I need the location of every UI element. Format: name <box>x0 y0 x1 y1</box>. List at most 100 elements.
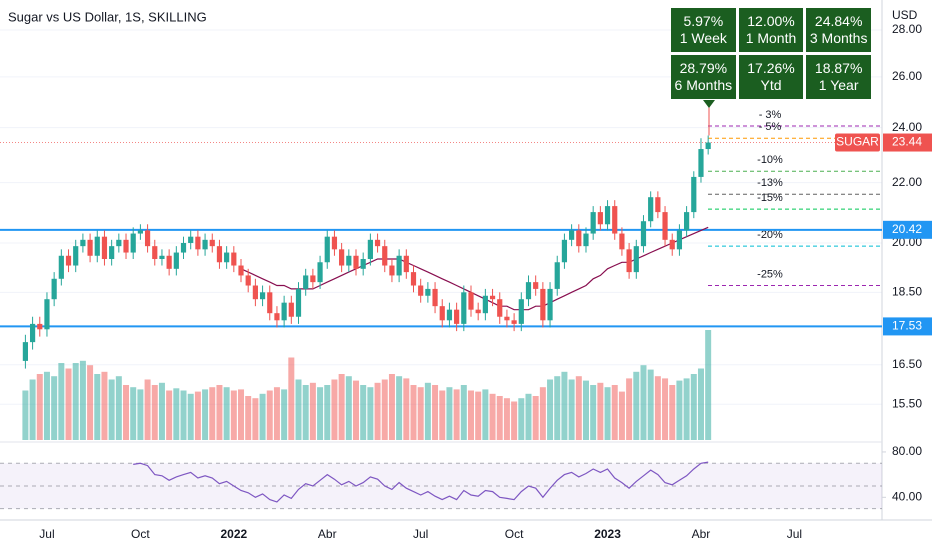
volume-bar <box>130 387 137 440</box>
candle-body <box>691 176 697 213</box>
candle-body <box>410 272 417 286</box>
volume-bar <box>539 387 546 440</box>
candle-body <box>533 282 539 289</box>
candle-body <box>65 255 72 266</box>
x-tick-label: Jul <box>413 527 428 541</box>
candle-body <box>37 323 43 330</box>
performance-value: 12.00% <box>747 13 795 29</box>
candle-body <box>216 246 223 263</box>
volume-bar <box>676 380 683 440</box>
volume-bar <box>194 391 201 440</box>
volume-bar <box>432 385 439 440</box>
volume-bar <box>317 387 324 440</box>
volume-bar <box>338 374 345 440</box>
candle-body <box>109 246 115 260</box>
volume-bar <box>489 393 496 440</box>
volume-bar <box>180 390 187 440</box>
candle-body <box>619 233 625 250</box>
candle-body <box>432 288 438 307</box>
candle-body <box>331 236 338 250</box>
volume-bar <box>151 385 158 440</box>
candle-body <box>482 295 488 314</box>
candle-body <box>303 275 309 289</box>
volume-bar <box>302 385 309 440</box>
volume-bar <box>575 376 582 440</box>
candle-body <box>374 239 381 247</box>
volume-bar <box>582 380 589 440</box>
volume-bar <box>259 393 266 440</box>
price-line-label-bg <box>883 317 932 336</box>
x-tick-label: Abr <box>692 527 711 541</box>
last-price-value-bg <box>883 133 932 152</box>
candle-body <box>87 239 93 256</box>
x-tick-label: 2022 <box>220 527 247 541</box>
volume-bar <box>353 380 360 440</box>
candle-body <box>288 302 294 317</box>
volume-bar <box>532 396 539 440</box>
candle-body <box>626 249 632 273</box>
candle-body <box>22 342 28 361</box>
performance-period: 3 Months <box>809 30 868 46</box>
volume-bar <box>439 390 446 440</box>
volume-bar <box>123 385 130 440</box>
volume-bar <box>611 385 618 440</box>
candle-body <box>173 252 179 269</box>
volume-bar <box>288 357 295 440</box>
volume-bar <box>424 382 431 440</box>
volume-bar <box>618 391 625 440</box>
performance-value: 5.97% <box>683 13 724 29</box>
volume-bar <box>590 385 597 440</box>
performance-cell: 28.79% 6 Months <box>671 55 736 99</box>
candle-body <box>669 239 675 250</box>
volume-bar <box>388 374 395 440</box>
candle-body <box>569 230 575 240</box>
candle-body <box>648 197 654 222</box>
performance-table: 5.97% 1 Week 12.00% 1 Month 24.84% 3 Months 28… <box>671 8 871 99</box>
volume-bar <box>554 376 561 440</box>
candle-body <box>159 255 165 260</box>
volume-bar <box>640 365 647 440</box>
x-tick-label: Jul <box>787 527 802 541</box>
y-tick-label: 22.00 <box>892 175 922 189</box>
candle-body <box>561 239 568 263</box>
volume-bar <box>79 360 86 440</box>
candle-body <box>640 221 647 247</box>
volume-bar <box>202 389 209 440</box>
x-tick-label: 2023 <box>594 527 621 541</box>
x-tick-label: Jul <box>39 527 54 541</box>
candle-body <box>51 278 57 300</box>
volume-bar <box>690 374 697 440</box>
volume-bar <box>604 387 611 440</box>
volume-bar <box>51 376 58 440</box>
candle-body <box>317 262 323 283</box>
volume-bar <box>58 363 65 440</box>
volume-bar <box>669 385 676 440</box>
volume-bar <box>475 391 482 440</box>
volume-bar <box>266 390 273 440</box>
table-pointer-head <box>703 100 715 108</box>
volume-bar <box>417 387 424 440</box>
candle-body <box>425 288 431 296</box>
level-label: - 3% <box>759 109 782 121</box>
candle-body <box>705 142 711 150</box>
volume-bar <box>144 379 151 440</box>
volume-bar <box>374 382 381 440</box>
volume-bar <box>252 398 259 440</box>
candle-body <box>130 233 136 253</box>
candle-body <box>144 230 151 247</box>
volume-bar <box>137 389 144 440</box>
candle-body <box>238 265 244 276</box>
candle-body <box>604 206 611 225</box>
volume-bar <box>216 385 223 440</box>
last-price-name-bg <box>835 133 880 152</box>
performance-value: 24.84% <box>814 13 863 29</box>
rsi-line <box>133 461 709 503</box>
performance-cell: 12.00% 1 Month <box>738 8 804 52</box>
candle-body <box>389 265 395 276</box>
volume-bar <box>482 389 489 440</box>
candle-body <box>698 149 704 177</box>
volume-bar <box>496 396 503 440</box>
candle-body <box>310 275 316 283</box>
